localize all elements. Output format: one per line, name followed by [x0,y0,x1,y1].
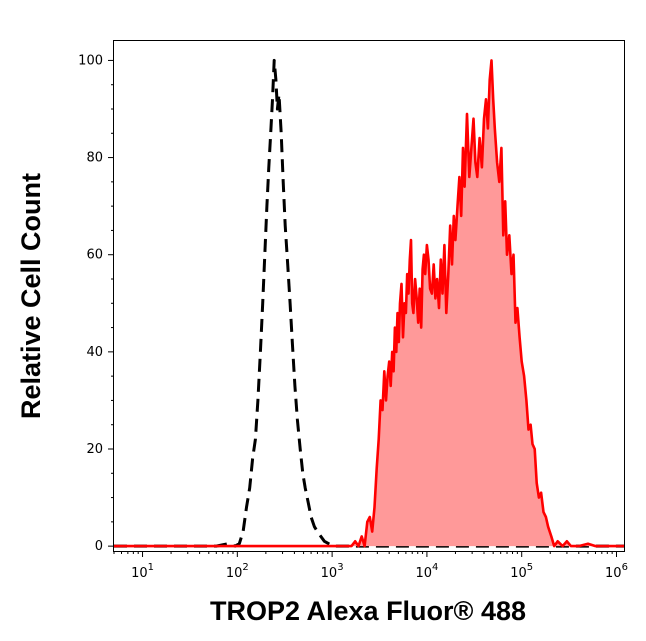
y-axis-title: Relative Cell Count [16,173,46,419]
x-tick-base: 10 [415,566,432,581]
x-tick-label: 104 [415,562,438,581]
x-tick-exponent: 2 [242,562,248,573]
x-tick-exponent: 5 [527,562,533,573]
x-tick-label: 103 [321,562,344,581]
x-tick-label: 105 [510,562,533,581]
x-tick-exponent: 3 [337,562,343,573]
y-tick-label: 80 [86,151,103,166]
x-tick-exponent: 4 [432,562,438,573]
series-1-area [114,60,624,547]
x-tick-base: 10 [131,566,148,581]
x-tick-label: 101 [131,562,154,581]
x-tick-label: 102 [226,562,249,581]
series-0-line [114,58,624,548]
x-tick-base: 10 [605,566,622,581]
y-tick-label: 20 [86,442,103,457]
y-tick-label: 40 [86,345,103,360]
series-layer [114,58,624,548]
y-tick-label: 0 [95,539,103,554]
y-tick-label: 100 [78,53,103,68]
x-axis-title: TROP2 Alexa Fluor® 488 [210,596,526,626]
x-tick-base: 10 [321,566,338,581]
x-tick-exponent: 1 [148,562,154,573]
series-1-line [114,59,624,548]
x-tick-exponent: 6 [622,562,628,573]
x-tick-base: 10 [226,566,243,581]
x-tick-base: 10 [510,566,527,581]
y-tick-label: 60 [86,248,103,263]
plot-frame [113,40,625,552]
x-tick-label: 106 [605,562,628,581]
